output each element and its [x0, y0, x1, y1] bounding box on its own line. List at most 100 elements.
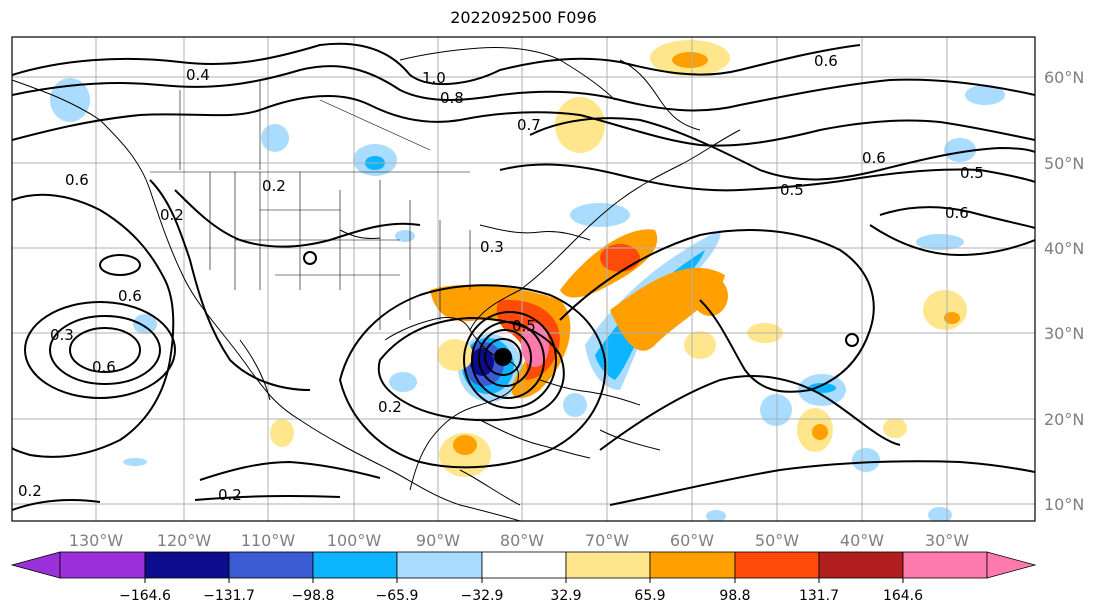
contour-label: 0.3 [50, 326, 74, 344]
fill-neg-q [706, 510, 726, 521]
contour-label: 0.3 [480, 238, 504, 256]
colorbar-segment [565, 551, 651, 579]
lat-label: 30°N [1044, 324, 1084, 343]
contour-label: 0.7 [517, 116, 541, 134]
lon-label: 90°W [416, 531, 460, 550]
colorbar-segment [818, 551, 904, 579]
contour-label: 1.0 [422, 69, 446, 87]
fill-pos-h [555, 97, 605, 153]
contour-label: 0.6 [92, 358, 116, 376]
fill-neg-e [944, 138, 976, 162]
colorbar-label: 32.9 [550, 588, 581, 604]
fill-neg-h [760, 394, 792, 426]
lon-label: 50°W [755, 531, 799, 550]
colorbar-label: 98.8 [719, 588, 750, 604]
lon-label: 100°W [327, 531, 382, 550]
colorbar-segment [312, 551, 398, 579]
colorbar-label: −98.8 [292, 588, 335, 604]
fill-pos-g [270, 419, 294, 447]
contour-lines [12, 42, 1035, 511]
lat-label: 40°N [1044, 239, 1084, 258]
contour-label: 0.2 [160, 206, 184, 224]
colorbar-segment [902, 551, 988, 579]
fill-neg-j [389, 372, 417, 392]
contour-label: 0.2 [378, 398, 402, 416]
colorbar-segment [10, 551, 61, 579]
colorbar-segment [649, 551, 736, 579]
fill-neg-k [563, 393, 587, 417]
lat-labels: 60°N 50°N 40°N 30°N 20°N 10°N [1044, 68, 1084, 514]
contour-label: 0.6 [945, 204, 969, 222]
lon-label: 60°W [670, 531, 714, 550]
contour-label: 0.5 [512, 317, 536, 335]
contour-label: 0.2 [262, 177, 286, 195]
fill-neg-hurricane-core [470, 348, 494, 376]
colorbar-label: 65.9 [634, 588, 665, 604]
fill-pos-c-core [812, 424, 828, 440]
fill-neg-p [123, 458, 147, 466]
lon-labels: 130°W 120°W 110°W 100°W 90°W 80°W 70°W 6… [69, 531, 969, 550]
colorbar-label: 131.7 [799, 588, 839, 604]
lat-label: 10°N [1044, 495, 1084, 514]
contour-label: 0.6 [65, 171, 89, 189]
fill-pos-hurricane-pink [521, 323, 549, 367]
colorbar [10, 551, 1037, 579]
fill-pos-i-core [672, 52, 708, 68]
colorbar-label: −131.7 [203, 588, 255, 604]
contour-label: 0.8 [440, 89, 464, 107]
lat-label: 50°N [1044, 154, 1084, 173]
map-title: 2022092500 F096 [450, 8, 597, 27]
fill-neg-o [928, 507, 952, 521]
contour-label: 0.2 [218, 486, 242, 504]
colorbar-segment [986, 551, 1037, 579]
lon-label: 40°W [840, 531, 884, 550]
lon-label: 110°W [241, 531, 296, 550]
contour-label: 0.2 [18, 482, 42, 500]
fill-pos-d [684, 331, 716, 359]
fill-pos-j [883, 418, 907, 438]
contour-label: 0.6 [814, 52, 838, 70]
contour-label: 0.5 [780, 181, 804, 199]
colorbar-labels: −164.6 −131.7 −98.8 −65.9 −32.9 32.9 65.… [119, 588, 923, 604]
fill-neg-f [916, 234, 964, 250]
fill-pos-f-core [453, 435, 477, 455]
map-frame [11, 36, 1036, 522]
contour-label: 0.5 [960, 164, 984, 182]
lon-label: 120°W [157, 531, 212, 550]
state-borders [150, 80, 471, 330]
colorbar-label: −65.9 [376, 588, 419, 604]
lon-label: 30°W [925, 531, 969, 550]
fill-neg-m [570, 203, 630, 227]
lat-label: 20°N [1044, 410, 1084, 429]
fill-neg-l [133, 314, 157, 334]
colorbar-segment [481, 551, 567, 579]
hurricane-eye [494, 348, 512, 366]
coastlines [12, 47, 741, 521]
colorbar-ticks [144, 578, 904, 583]
contour-label: 0.6 [118, 287, 142, 305]
fill-pos-a [692, 276, 728, 316]
contour-label: 0.6 [862, 149, 886, 167]
contour-label: 0.4 [186, 66, 210, 84]
colorbar-label: −164.6 [119, 588, 171, 604]
colorbar-label: −32.9 [461, 588, 504, 604]
contour-label-layer: 0.4 1.0 0.8 0.7 0.6 0.6 0.5 0.5 0.6 0.2 … [18, 52, 984, 504]
lon-label: 70°W [585, 531, 629, 550]
fill-pos-b [923, 290, 967, 330]
fill-neg-i [852, 448, 880, 472]
colorbar-segment [396, 551, 483, 579]
colorbar-segment [59, 551, 146, 579]
fill-neg-c [261, 124, 289, 152]
lon-label: 80°W [500, 531, 544, 550]
colorbar-segment [144, 551, 230, 579]
fill-neg-d [965, 85, 1005, 105]
colorbar-label: 164.6 [883, 588, 923, 604]
lat-label: 60°N [1044, 68, 1084, 87]
fill-pos-b-core [944, 312, 960, 324]
colorbar-segment [228, 551, 314, 579]
lon-label: 130°W [69, 531, 124, 550]
gridlines [12, 37, 1035, 521]
fill-neg-a [50, 78, 90, 122]
colorbar-segment [734, 551, 820, 579]
